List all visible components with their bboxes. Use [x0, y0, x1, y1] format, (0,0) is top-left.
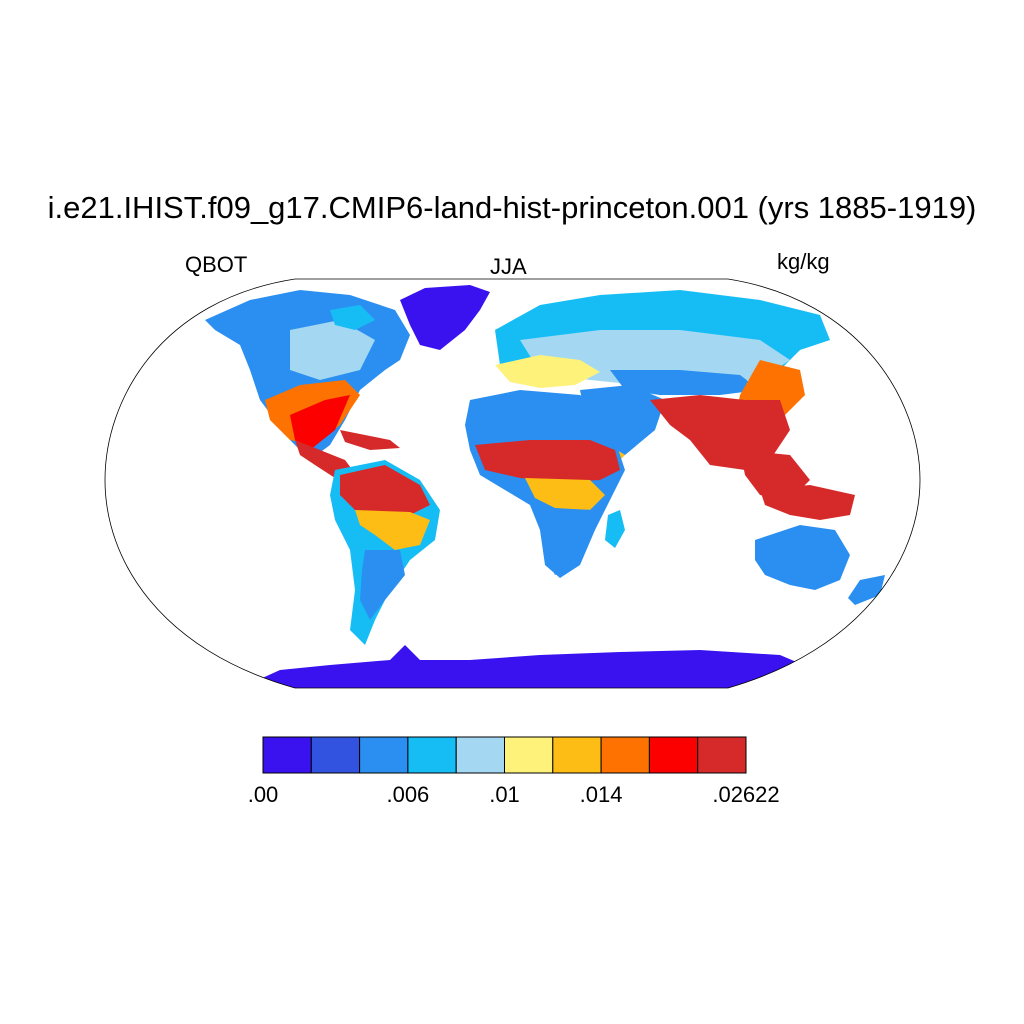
- colorbar-box-2: [359, 736, 409, 774]
- sa-transition: [355, 510, 430, 550]
- colorbar-box-3: [407, 736, 457, 774]
- colorbar-box-6: [552, 736, 602, 774]
- colorbar-box-8: [648, 736, 699, 774]
- variable-label: QBOT: [185, 252, 248, 277]
- sahel: [475, 440, 620, 482]
- na-gulf: [290, 395, 350, 450]
- na-inland-cooler: [290, 320, 375, 380]
- europe-south: [495, 355, 600, 388]
- units-label: kg/kg: [777, 249, 830, 274]
- land-fill-layer: [205, 285, 885, 688]
- colorbar-boxes: [262, 736, 747, 774]
- madagascar: [605, 510, 625, 548]
- new-zealand: [848, 575, 885, 605]
- amazon: [340, 465, 430, 520]
- colorbar-tick-label: .01: [489, 782, 520, 807]
- sa-south: [360, 550, 405, 620]
- africa-south: [540, 508, 595, 575]
- south-asia: [650, 395, 790, 470]
- maritime-continent: [760, 485, 855, 520]
- na-hudson: [330, 305, 375, 330]
- colorbar-tick-label: .02622: [712, 782, 780, 807]
- colorbar-tick-label: .014: [579, 782, 623, 807]
- australia: [755, 525, 850, 590]
- greenland: [400, 285, 490, 350]
- colorbar-tick-label: .006: [386, 782, 430, 807]
- colorbar-box-4: [455, 736, 506, 774]
- globe-outline: [104, 278, 921, 689]
- africa-equatorial: [525, 478, 605, 510]
- central-asia: [610, 370, 760, 395]
- colorbar-box-0: [262, 736, 312, 774]
- colorbar-box-9: [697, 736, 747, 774]
- colorbar-box-7: [600, 736, 650, 774]
- colorbar-box-5: [504, 736, 554, 774]
- season-label: JJA: [490, 254, 527, 279]
- colorbar-box-1: [310, 736, 361, 774]
- caribbean: [340, 430, 400, 450]
- colorbar-tick-label: .00: [247, 782, 279, 807]
- map-title: i.e21.IHIST.f09_g17.CMIP6-land-hist-prin…: [47, 190, 977, 225]
- antarctica: [240, 645, 820, 688]
